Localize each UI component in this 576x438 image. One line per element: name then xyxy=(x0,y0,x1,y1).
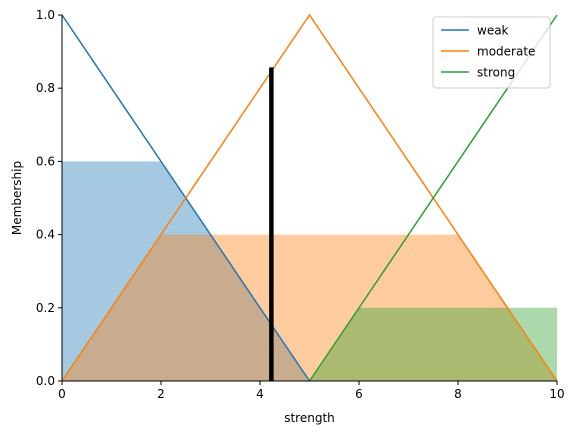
y-tick-label: 1.0 xyxy=(36,8,55,22)
activation-area-strong xyxy=(309,307,557,381)
activation-area-moderate xyxy=(62,234,557,381)
series-line-moderate xyxy=(61,13,558,382)
x-tick-label: 6 xyxy=(355,387,363,401)
activation-area-weak xyxy=(62,161,310,381)
y-tick-label: 0.6 xyxy=(36,154,55,168)
x-tick-label: 0 xyxy=(58,387,66,401)
y-tick-label: 0.4 xyxy=(36,228,55,242)
x-tick-label: 10 xyxy=(549,387,564,401)
y-axis-label: Membership xyxy=(10,161,24,235)
axes: 0 2 4 6 8 10 0.0 0.2 0.4 0.6 0.8 1.0 strength Members… xyxy=(10,8,565,425)
x-axis-label: strength xyxy=(284,411,335,425)
legend: weak moderate strong xyxy=(432,16,551,89)
legend-label-moderate: moderate xyxy=(477,45,535,59)
legend-label-weak: weak xyxy=(477,24,509,38)
x-tick-label: 2 xyxy=(157,387,165,401)
x-tick-label: 4 xyxy=(256,387,264,401)
y-tick-label: 0.0 xyxy=(36,374,55,388)
legend-label-strong: strong xyxy=(477,66,515,80)
x-tick-label: 8 xyxy=(454,387,462,401)
legend-box xyxy=(432,16,551,89)
y-tick-label: 0.2 xyxy=(36,301,55,315)
y-tick-label: 0.8 xyxy=(36,81,55,95)
activation-areas xyxy=(62,161,557,381)
